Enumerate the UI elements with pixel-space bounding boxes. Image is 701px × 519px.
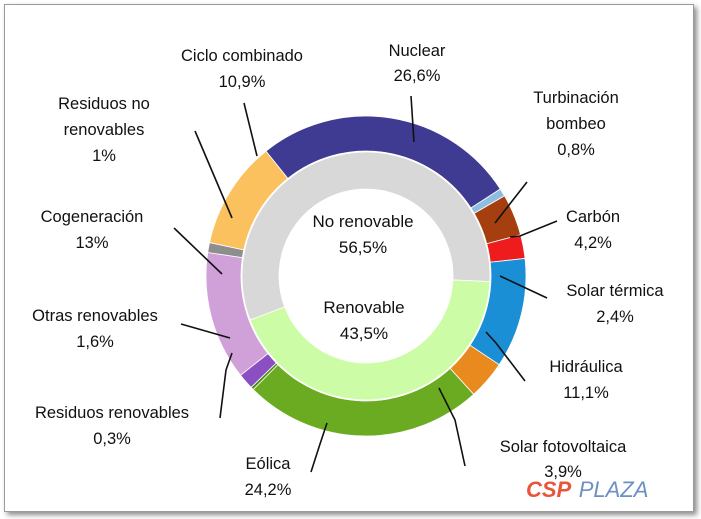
label-residuos-renovables-value: 0,3% [93, 430, 131, 448]
leader-turbinacion [494, 181, 528, 224]
leader-cogeneracion [173, 227, 223, 275]
label-hidraulica-value: 11,1% [563, 384, 609, 402]
label-turbinacion-value: 0,8% [557, 141, 595, 159]
watermark-logo: CSP PLAZA [526, 477, 648, 502]
label-eolica-name: Eólica [246, 455, 292, 473]
label-carbon-name: Carbón [566, 208, 620, 226]
leader-ciclo-combinado [243, 102, 258, 157]
leader-residuos-renovables [219, 352, 233, 419]
label-solar-termica-name: Solar térmica [566, 282, 664, 300]
label-no-renovable-name: No renovable [312, 212, 413, 231]
label-cogeneracion-value: 13% [75, 234, 108, 252]
leader-nuclear [410, 95, 415, 143]
label-eolica-value: 24,2% [245, 481, 292, 499]
leader-lines [173, 95, 558, 473]
label-turbinacion-name-1: Turbinación [533, 89, 619, 107]
label-carbon-value: 4,2% [574, 234, 612, 252]
label-no-renovable-value: 56,5% [339, 238, 387, 257]
leader-residuos-no-renovables [194, 130, 233, 219]
slice-ciclo-combinado [209, 150, 289, 251]
label-hidraulica-name: Hidráulica [549, 358, 623, 376]
label-residuos-no-renovables-name-1: Residuos no [58, 95, 150, 113]
label-solar-termica-value: 2,4% [596, 308, 634, 326]
label-cogeneracion-name: Cogeneración [41, 208, 144, 226]
label-turbinacion-name-2: bombeo [546, 115, 606, 133]
label-residuos-renovables-name: Residuos renovables [35, 404, 189, 422]
label-nuclear-value: 26,6% [394, 67, 441, 85]
label-renovable-name: Renovable [323, 298, 404, 317]
label-nuclear-name: Nuclear [389, 42, 446, 60]
watermark-csp: CSP [526, 477, 572, 502]
label-otras-renovables-name: Otras renovables [32, 307, 158, 325]
leader-solar-termica [499, 275, 548, 299]
leader-solar-fotovoltaica [438, 387, 466, 467]
leader-otras-renovables [180, 323, 231, 339]
donut-hole [279, 189, 453, 363]
leader-eolica [310, 422, 328, 473]
label-ciclo-combinado-value: 10,9% [219, 73, 266, 91]
leader-hidraulica [485, 331, 526, 382]
watermark-plaza: PLAZA [579, 477, 649, 502]
label-residuos-no-renovables-name-2: renovables [64, 121, 145, 139]
label-residuos-no-renovables-value: 1% [92, 147, 116, 165]
outer-ring [205, 115, 527, 437]
label-renovable-value: 43,5% [340, 324, 388, 343]
label-otras-renovables-value: 1,6% [76, 333, 114, 351]
label-ciclo-combinado-name: Ciclo combinado [181, 47, 303, 65]
label-solar-fotovoltaica-value: 3,9% [544, 463, 582, 481]
label-solar-fotovoltaica-name: Solar fotovoltaica [500, 438, 627, 456]
leader-carbon [509, 220, 558, 238]
